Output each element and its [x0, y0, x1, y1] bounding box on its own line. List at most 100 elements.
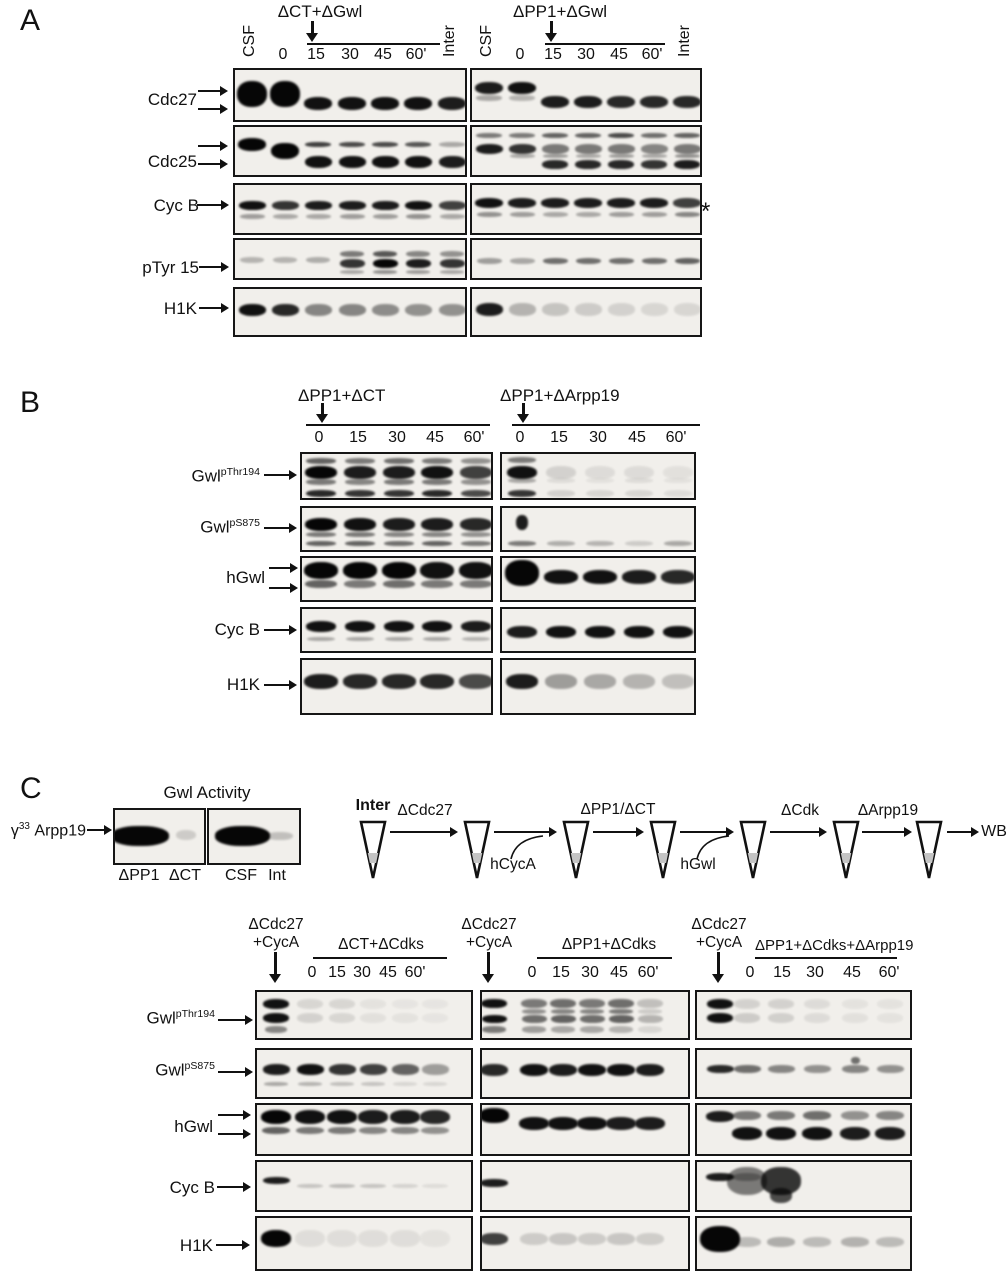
- protein-band: [850, 1057, 860, 1065]
- protein-band: [176, 829, 196, 840]
- row-label-gwl-pthr194: GwlpThr194: [191, 466, 260, 486]
- protein-band: [482, 999, 507, 1008]
- protein-band: [460, 580, 491, 589]
- protein-band: [519, 1116, 549, 1130]
- protein-band: [422, 1183, 448, 1188]
- workflow-arrow-icon: [770, 826, 827, 838]
- protein-band: [420, 1230, 450, 1248]
- lane-label: 45: [426, 429, 444, 446]
- c-group2-spike-line1: ΔCdc27: [461, 916, 517, 933]
- protein-band: [475, 198, 503, 208]
- protein-band: [706, 1111, 734, 1123]
- lane-label: 45: [628, 429, 646, 446]
- protein-band: [584, 674, 616, 690]
- blot-b-cycb-g1: [300, 607, 493, 653]
- panel-b-group1-title: ΔPP1+ΔCT: [298, 386, 386, 405]
- protein-band: [545, 674, 577, 690]
- protein-band: [583, 569, 617, 584]
- protein-band: [547, 490, 575, 498]
- protein-band: [841, 1065, 869, 1074]
- protein-band: [842, 1013, 868, 1023]
- lane-label: 60': [641, 46, 663, 63]
- protein-band: [574, 95, 602, 108]
- protein-band: [422, 999, 448, 1009]
- protein-band: [392, 1183, 418, 1188]
- protein-band: [345, 531, 375, 537]
- blot-c-cycb-g1: [255, 1160, 473, 1212]
- lane-label: 0: [515, 46, 525, 63]
- protein-band: [574, 144, 602, 155]
- lane-label: 45: [379, 964, 397, 981]
- blot-a-cycb-g2: [470, 183, 702, 235]
- protein-band: [544, 569, 578, 584]
- protein-band: [439, 213, 465, 219]
- protein-band: [522, 1026, 546, 1033]
- protein-band: [461, 490, 491, 498]
- protein-band: [440, 250, 464, 257]
- protein-band: [264, 1081, 288, 1086]
- protein-band: [606, 1116, 636, 1130]
- protein-band: [674, 257, 700, 264]
- protein-band: [662, 674, 694, 690]
- lane-label: Inter: [676, 24, 693, 58]
- lane-label: 15: [328, 964, 346, 981]
- protein-band: [263, 1013, 289, 1023]
- right-arrow-icon: [197, 199, 229, 211]
- protein-band: [541, 198, 569, 208]
- protein-band: [877, 999, 903, 1009]
- lane-label: CSF: [225, 867, 257, 884]
- protein-band: [329, 1183, 355, 1188]
- protein-band: [636, 1233, 664, 1246]
- protein-band: [329, 1013, 355, 1023]
- row-label-hgwl: hGwl: [226, 568, 265, 587]
- probe-label-gamma33-arpp19: γ33 Arpp19: [10, 821, 86, 840]
- protein-band: [297, 999, 323, 1009]
- protein-band: [392, 1013, 418, 1023]
- protein-band: [640, 95, 668, 108]
- protein-band: [546, 466, 576, 479]
- blot-a-cdc27-g2: [470, 68, 702, 122]
- protein-band: [507, 466, 537, 479]
- blot-c-gwlps875-g3: [695, 1048, 912, 1099]
- protein-band: [422, 478, 452, 485]
- timecourse-overline: [755, 957, 897, 959]
- right-arrow-icon: [217, 1181, 251, 1193]
- protein-band: [640, 144, 668, 155]
- protein-band: [295, 1110, 325, 1125]
- c-group2-spike-line2: +CycA: [465, 934, 513, 951]
- blot-c-cycb-g2: [480, 1160, 690, 1212]
- protein-band: [438, 200, 465, 210]
- protein-band: [482, 1108, 509, 1124]
- blot-c-gwlpthr194-g2: [480, 990, 690, 1040]
- lane-label: Int: [268, 867, 286, 884]
- lane-label: 0: [307, 964, 317, 981]
- blot-c-hgwl-g3: [695, 1103, 912, 1156]
- protein-band: [475, 303, 503, 316]
- lane-label: ΔCT: [168, 867, 201, 884]
- protein-band: [664, 541, 692, 547]
- protein-band: [304, 561, 338, 579]
- protein-band: [421, 1127, 449, 1135]
- protein-band: [586, 478, 614, 483]
- protein-band: [405, 141, 431, 147]
- protein-band: [547, 478, 575, 483]
- protein-band: [635, 1116, 665, 1130]
- protein-band: [509, 212, 535, 218]
- protein-band: [482, 1026, 506, 1033]
- protein-band: [371, 97, 399, 110]
- protein-band: [607, 95, 635, 108]
- timecourse-overline: [307, 43, 440, 45]
- right-arrow-icon: [199, 302, 229, 314]
- protein-band: [384, 620, 414, 632]
- protein-band: [508, 303, 536, 316]
- protein-band: [622, 569, 656, 584]
- blot-a-cycb-g1: [233, 183, 467, 235]
- protein-band: [546, 626, 576, 639]
- protein-band: [509, 257, 535, 264]
- protein-band: [608, 257, 634, 264]
- protein-band: [640, 198, 668, 208]
- protein-band: [328, 1127, 356, 1135]
- lane-label: 60': [404, 964, 426, 981]
- protein-band: [661, 569, 694, 584]
- protein-band: [585, 626, 615, 639]
